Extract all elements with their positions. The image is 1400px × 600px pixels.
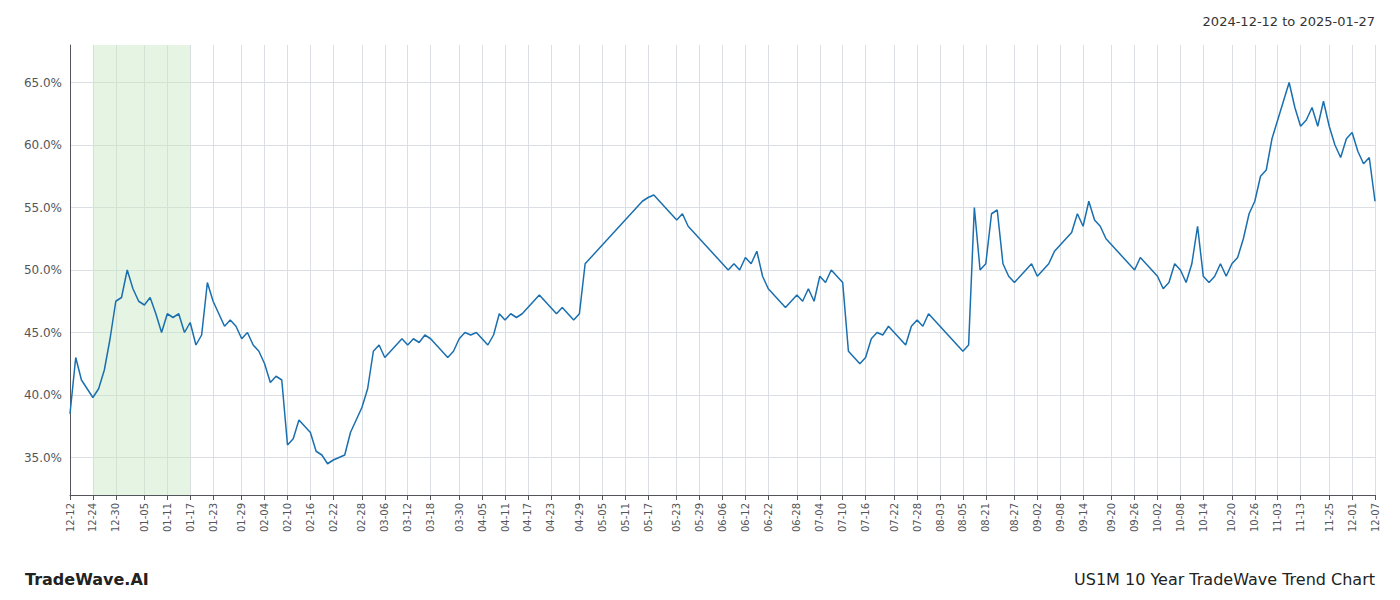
svg-text:10-26: 10-26 — [1249, 503, 1260, 532]
svg-text:05-11: 05-11 — [620, 503, 631, 532]
svg-text:12-12: 12-12 — [65, 503, 76, 532]
svg-text:11-25: 11-25 — [1324, 503, 1335, 532]
svg-text:05-17: 05-17 — [643, 503, 654, 532]
svg-text:07-28: 07-28 — [912, 503, 923, 532]
svg-text:05-23: 05-23 — [671, 503, 682, 532]
svg-text:09-02: 09-02 — [1032, 503, 1043, 532]
svg-text:03-12: 03-12 — [402, 503, 413, 532]
svg-text:08-03: 08-03 — [935, 503, 946, 532]
svg-text:12-24: 12-24 — [87, 503, 98, 532]
svg-text:09-08: 09-08 — [1055, 503, 1066, 532]
svg-text:10-20: 10-20 — [1226, 503, 1237, 532]
svg-text:02-04: 02-04 — [259, 503, 270, 532]
svg-text:03-30: 03-30 — [454, 503, 465, 532]
svg-text:03-18: 03-18 — [425, 503, 436, 532]
svg-text:06-28: 06-28 — [791, 503, 802, 532]
svg-text:12-30: 12-30 — [110, 503, 121, 532]
svg-text:02-16: 02-16 — [305, 503, 316, 532]
svg-text:01-29: 01-29 — [236, 503, 247, 532]
svg-text:04-23: 04-23 — [545, 503, 556, 532]
svg-text:TradeWave.AI: TradeWave.AI — [25, 570, 149, 589]
svg-text:12-01: 12-01 — [1347, 503, 1358, 532]
svg-text:01-05: 01-05 — [139, 503, 150, 532]
svg-text:50.0%: 50.0% — [24, 263, 62, 277]
svg-text:2024-12-12 to 2025-01-27: 2024-12-12 to 2025-01-27 — [1203, 14, 1375, 29]
svg-text:07-16: 07-16 — [860, 503, 871, 532]
svg-text:03-06: 03-06 — [379, 503, 390, 532]
svg-text:40.0%: 40.0% — [24, 388, 62, 402]
svg-text:60.0%: 60.0% — [24, 138, 62, 152]
svg-text:10-08: 10-08 — [1175, 503, 1186, 532]
svg-text:09-14: 09-14 — [1078, 503, 1089, 532]
svg-text:10-14: 10-14 — [1198, 503, 1209, 532]
svg-text:11-03: 11-03 — [1272, 503, 1283, 532]
svg-text:02-10: 02-10 — [282, 503, 293, 532]
svg-text:01-11: 01-11 — [162, 503, 173, 532]
svg-text:04-05: 04-05 — [477, 503, 488, 532]
svg-text:07-04: 07-04 — [814, 503, 825, 532]
svg-text:65.0%: 65.0% — [24, 76, 62, 90]
svg-text:11-13: 11-13 — [1295, 503, 1306, 532]
svg-text:55.0%: 55.0% — [24, 201, 62, 215]
svg-text:01-17: 01-17 — [185, 503, 196, 532]
svg-text:05-29: 05-29 — [694, 503, 705, 532]
svg-text:06-12: 06-12 — [740, 503, 751, 532]
svg-text:02-22: 02-22 — [328, 503, 339, 532]
svg-text:08-05: 08-05 — [957, 503, 968, 532]
svg-text:35.0%: 35.0% — [24, 451, 62, 465]
svg-text:10-02: 10-02 — [1152, 503, 1163, 532]
svg-text:06-06: 06-06 — [717, 503, 728, 532]
svg-text:08-27: 08-27 — [1009, 503, 1020, 532]
svg-text:12-07: 12-07 — [1370, 503, 1381, 532]
svg-text:09-20: 09-20 — [1106, 503, 1117, 532]
svg-text:45.0%: 45.0% — [24, 326, 62, 340]
svg-text:04-11: 04-11 — [500, 503, 511, 532]
svg-text:07-10: 07-10 — [837, 503, 848, 532]
svg-text:09-26: 09-26 — [1129, 503, 1140, 532]
svg-text:US1M 10 Year TradeWave Trend C: US1M 10 Year TradeWave Trend Chart — [1074, 570, 1375, 589]
svg-text:04-29: 04-29 — [574, 503, 585, 532]
svg-text:01-23: 01-23 — [208, 503, 219, 532]
svg-text:08-21: 08-21 — [980, 503, 991, 532]
svg-text:05-05: 05-05 — [597, 503, 608, 532]
svg-text:02-28: 02-28 — [356, 503, 367, 532]
svg-text:07-22: 07-22 — [889, 503, 900, 532]
svg-text:04-17: 04-17 — [522, 503, 533, 532]
svg-text:06-22: 06-22 — [763, 503, 774, 532]
